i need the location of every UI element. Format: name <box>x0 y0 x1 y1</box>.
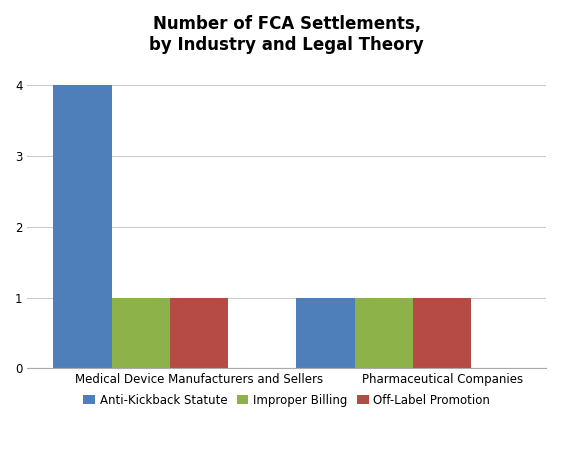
Bar <box>296 298 355 368</box>
Title: Number of FCA Settlements,
by Industry and Legal Theory: Number of FCA Settlements, by Industry a… <box>149 15 424 54</box>
Bar <box>355 298 413 368</box>
Bar <box>112 298 170 368</box>
Bar <box>53 85 112 368</box>
Legend: Anti-Kickback Statute, Improper Billing, Off-Label Promotion: Anti-Kickback Statute, Improper Billing,… <box>79 389 495 411</box>
Bar <box>170 298 228 368</box>
Bar <box>413 298 471 368</box>
